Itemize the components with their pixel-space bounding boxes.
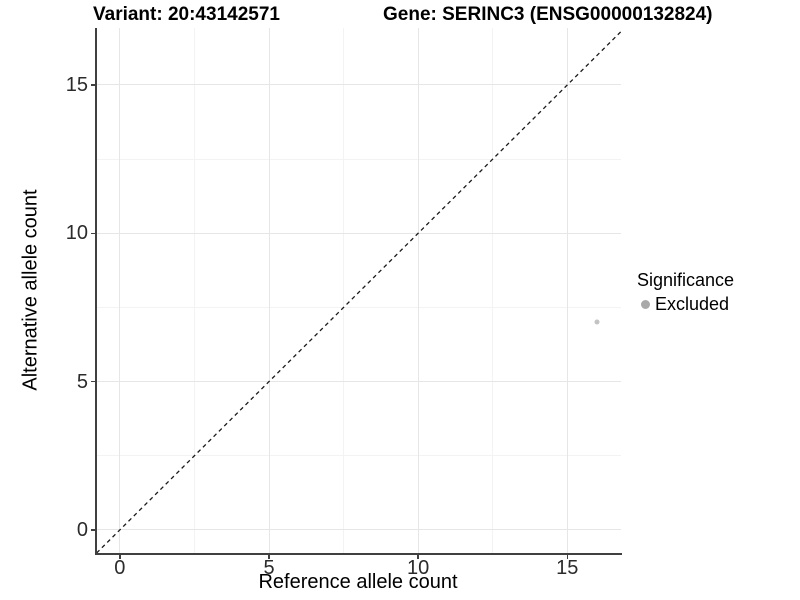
gridline-minor-v — [343, 28, 345, 553]
y-tick-label: 0 — [76, 518, 88, 541]
legend: Significance Excluded — [637, 270, 734, 315]
y-axis-title: Alternative allele count — [19, 189, 42, 391]
gridline-major-h — [96, 381, 621, 383]
legend-entry-excluded: Excluded — [637, 294, 734, 315]
x-axis-line — [95, 553, 622, 555]
y-tick-label: 15 — [65, 73, 88, 96]
gridline-minor-h — [96, 455, 621, 457]
y-tick-label: 5 — [76, 370, 88, 393]
legend-title: Significance — [637, 270, 735, 290]
gridline-major-h — [96, 84, 621, 86]
x-tick-mark — [417, 554, 419, 559]
legend-key — [637, 296, 654, 313]
y-tick-mark — [90, 232, 95, 234]
identity-line — [96, 31, 621, 553]
y-tick-label: 10 — [65, 222, 88, 245]
gridline-minor-v — [193, 28, 195, 553]
gridline-major-v — [417, 28, 419, 553]
gridline-major-v — [268, 28, 270, 553]
y-tick-mark — [90, 529, 95, 531]
y-tick-mark — [90, 84, 95, 86]
x-axis-title: Reference allele count — [258, 571, 458, 593]
gridline-minor-h — [96, 158, 621, 160]
plot-title-variant: Variant: 20:43142571 — [93, 4, 280, 25]
legend-entry-label: Excluded — [655, 294, 730, 314]
plot-panel — [96, 28, 621, 553]
y-axis-line — [95, 28, 97, 554]
x-tick-mark — [119, 554, 121, 559]
x-tick-label: 15 — [556, 557, 579, 579]
data-point — [594, 319, 600, 325]
x-tick-label: 5 — [263, 557, 275, 579]
plot-title-gene: Gene: SERINC3 (ENSG00000132824) — [383, 4, 713, 25]
x-tick-label: 10 — [407, 557, 430, 579]
gridline-major-h — [96, 232, 621, 234]
gridline-major-h — [96, 529, 621, 531]
x-tick-mark — [566, 554, 569, 559]
x-tick-mark — [268, 554, 270, 559]
gridline-major-v — [566, 28, 568, 553]
gridline-major-v — [119, 28, 121, 553]
gridline-minor-v — [492, 28, 494, 553]
y-tick-mark — [90, 380, 95, 383]
legend-marker-circle-icon — [641, 300, 650, 309]
gridline-minor-h — [96, 306, 621, 308]
x-tick-label: 0 — [114, 557, 126, 579]
